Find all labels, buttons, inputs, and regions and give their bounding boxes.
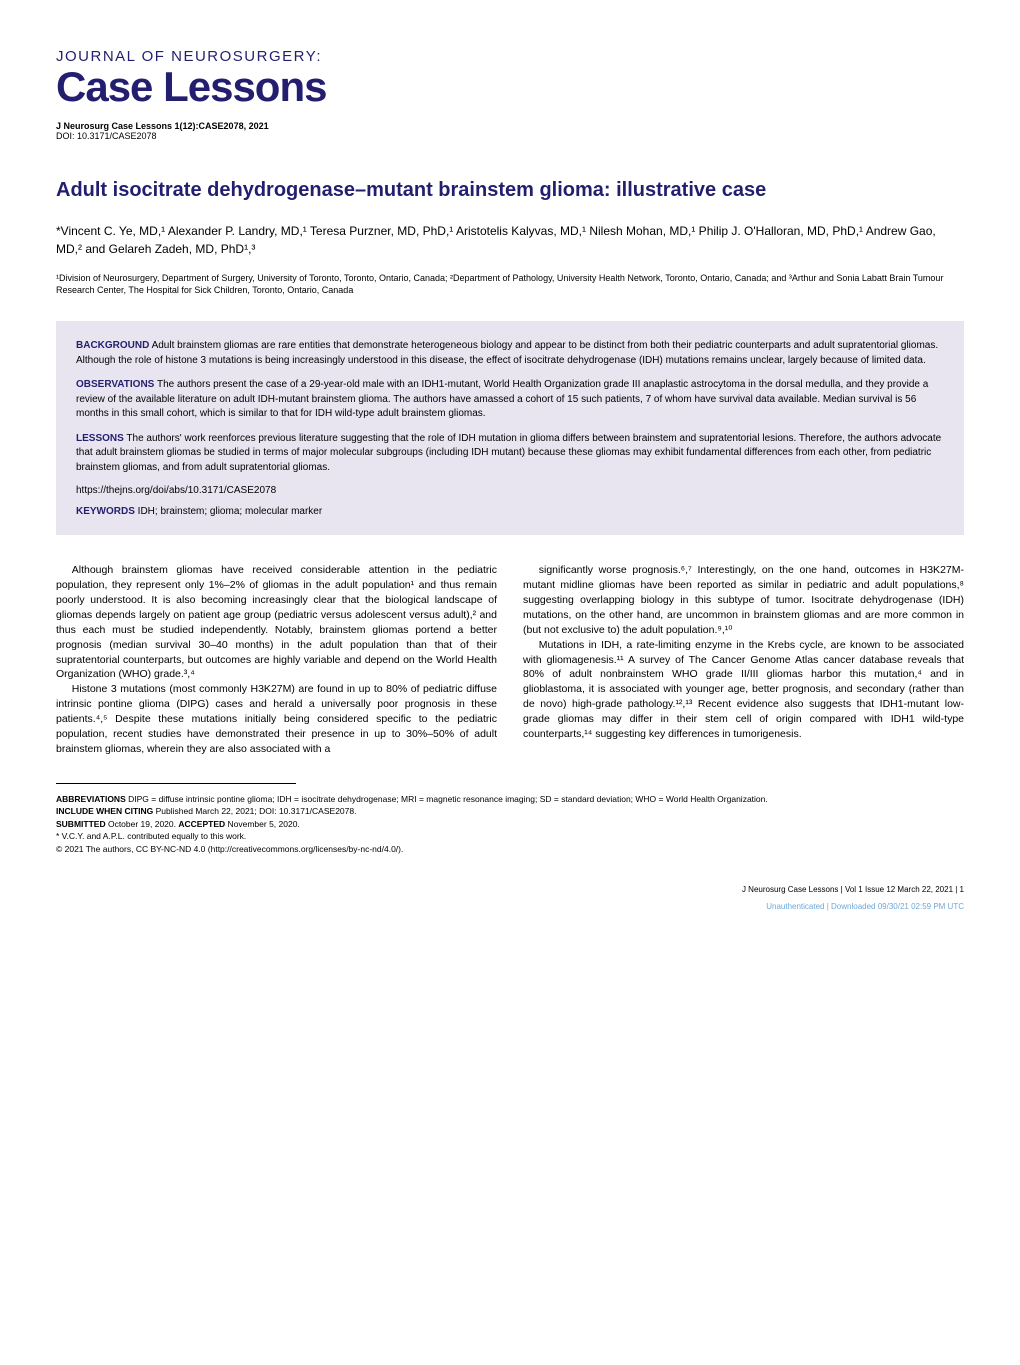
body-columns: Although brainstem gliomas have received… [56, 563, 964, 757]
background-label: BACKGROUND [76, 340, 149, 351]
page-footer-text: J Neurosurg Case Lessons | Vol 1 Issue 1… [742, 885, 964, 894]
left-column: Although brainstem gliomas have received… [56, 563, 497, 757]
lessons-text: The authors' work reenforces previous li… [76, 433, 941, 473]
body-paragraph: significantly worse prognosis.⁶,⁷ Intere… [523, 563, 964, 638]
abbreviations-text: DIPG = diffuse intrinsic pontine glioma;… [126, 794, 768, 804]
abstract-doi-link[interactable]: https://thejns.org/doi/abs/10.3171/CASE2… [76, 485, 944, 496]
license-line: © 2021 The authors, CC BY-NC-ND 4.0 (htt… [56, 844, 964, 855]
submitted-label: SUBMITTED [56, 819, 106, 829]
abstract-observations: OBSERVATIONS The authors present the cas… [76, 378, 944, 422]
citation-line: J Neurosurg Case Lessons 1(12):CASE2078,… [56, 121, 964, 131]
footer-block: ABBREVIATIONS DIPG = diffuse intrinsic p… [56, 794, 964, 855]
affiliations: ¹Division of Neurosurgery, Department of… [56, 272, 964, 297]
keywords-text: IDH; brainstem; glioma; molecular marker [135, 506, 322, 517]
abbreviations-label: ABBREVIATIONS [56, 794, 126, 804]
include-text: Published March 22, 2021; DOI: 10.3171/C… [153, 806, 356, 816]
page-number-footer: J Neurosurg Case Lessons | Vol 1 Issue 1… [56, 885, 964, 894]
journal-header: JOURNAL OF NEUROSURGERY: Case Lessons [56, 48, 964, 107]
accepted-text: November 5, 2020. [225, 819, 300, 829]
journal-series: Case Lessons [56, 67, 964, 107]
observations-text: The authors present the case of a 29-yea… [76, 379, 928, 419]
include-label: INCLUDE WHEN CITING [56, 806, 153, 816]
keywords-label: KEYWORDS [76, 506, 135, 517]
contribution-note: * V.C.Y. and A.P.L. contributed equally … [56, 831, 964, 842]
doi-line: DOI: 10.3171/CASE2078 [56, 131, 964, 141]
observations-label: OBSERVATIONS [76, 379, 154, 390]
body-paragraph: Mutations in IDH, a rate-limiting enzyme… [523, 638, 964, 742]
body-paragraph: Histone 3 mutations (most commonly H3K27… [56, 682, 497, 757]
right-column: significantly worse prognosis.⁶,⁷ Intere… [523, 563, 964, 757]
lessons-label: LESSONS [76, 433, 124, 444]
citation-block: J Neurosurg Case Lessons 1(12):CASE2078,… [56, 121, 964, 141]
abstract-lessons: LESSONS The authors' work reenforces pre… [76, 432, 944, 476]
accepted-label: ACCEPTED [178, 819, 225, 829]
submitted-text: October 19, 2020. [106, 819, 179, 829]
include-line: INCLUDE WHEN CITING Published March 22, … [56, 806, 964, 817]
author-list: *Vincent C. Ye, MD,¹ Alexander P. Landry… [56, 222, 964, 258]
unauthenticated-stamp: Unauthenticated | Downloaded 09/30/21 02… [56, 902, 964, 911]
keywords: KEYWORDS IDH; brainstem; glioma; molecul… [76, 506, 944, 517]
abbreviations-line: ABBREVIATIONS DIPG = diffuse intrinsic p… [56, 794, 964, 805]
submitted-line: SUBMITTED October 19, 2020. ACCEPTED Nov… [56, 819, 964, 830]
abstract-background: BACKGROUND Adult brainstem gliomas are r… [76, 339, 944, 368]
background-text: Adult brainstem gliomas are rare entitie… [76, 340, 938, 366]
footer-separator [56, 783, 296, 784]
abstract-box: BACKGROUND Adult brainstem gliomas are r… [56, 321, 964, 535]
article-title: Adult isocitrate dehydrogenase–mutant br… [56, 179, 964, 202]
body-paragraph: Although brainstem gliomas have received… [56, 563, 497, 682]
